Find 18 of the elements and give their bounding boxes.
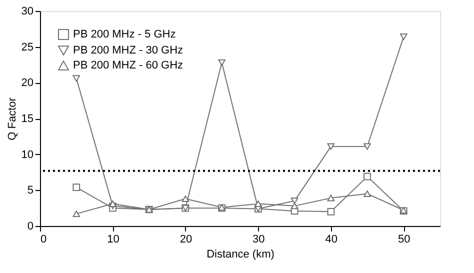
legend-label: PB 200 MHZ - 30 GHz <box>73 44 184 56</box>
x-tick-label: 50 <box>398 234 410 246</box>
y-axis-title: Q Factor <box>6 97 18 140</box>
x-axis-title: Distance (km) <box>206 248 274 260</box>
y-tick-label: 25 <box>21 41 34 54</box>
legend-label: PB 200 MHZ - 60 GHz <box>73 60 184 72</box>
y-tick-label: 0 <box>27 220 34 232</box>
y-tick-label: 5 <box>27 184 34 197</box>
x-tick-label: 10 <box>107 234 120 246</box>
x-tick-label: 20 <box>180 234 192 246</box>
y-tick-label: 30 <box>21 6 34 18</box>
y-tick-label: 20 <box>21 77 34 90</box>
y-tick-label: 10 <box>21 148 34 161</box>
x-tick-label: 0 <box>40 234 47 246</box>
x-tick-label: 40 <box>325 234 338 246</box>
x-tick-label: 30 <box>252 234 265 246</box>
y-tick-label: 15 <box>21 113 34 125</box>
legend-label: PB 200 MHz - 5 GHz <box>73 28 176 40</box>
